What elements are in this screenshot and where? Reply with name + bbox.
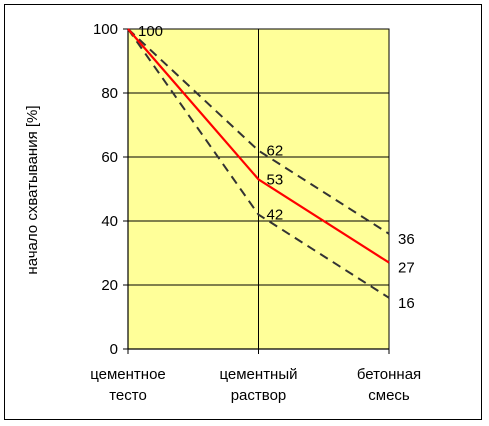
y-tick-label: 80 bbox=[101, 85, 118, 102]
y-tick-label: 100 bbox=[93, 21, 118, 38]
gridlines bbox=[128, 28, 389, 349]
data-label: 62 bbox=[267, 143, 284, 160]
y-axis-label: начало схватывания [%] bbox=[24, 105, 41, 274]
x-category-label: тесто bbox=[109, 387, 147, 404]
data-label: 16 bbox=[398, 295, 415, 312]
data-label: 42 bbox=[267, 207, 284, 224]
x-category-label: цементное bbox=[90, 366, 166, 383]
y-tick-label: 40 bbox=[101, 213, 118, 230]
y-tick-label: 0 bbox=[110, 341, 118, 358]
data-label: 27 bbox=[398, 260, 415, 277]
x-category-label: цементный bbox=[219, 366, 297, 383]
series-lines bbox=[127, 28, 390, 299]
x-category-label: раствор bbox=[231, 387, 287, 404]
data-label: 36 bbox=[398, 231, 415, 248]
series-line bbox=[127, 28, 390, 264]
x-category-labels: цементное тесто цементный раствор бетонная см… bbox=[90, 349, 421, 404]
x-category-label: смесь bbox=[368, 387, 410, 404]
data-label: 53 bbox=[267, 171, 284, 188]
data-label: 100 bbox=[138, 23, 163, 40]
series-line bbox=[127, 28, 390, 299]
y-tick-labels: 0 20 40 60 80 100 bbox=[93, 21, 128, 358]
y-tick-label: 60 bbox=[101, 149, 118, 166]
y-tick-label: 20 bbox=[101, 277, 118, 294]
x-category-label: бетонная bbox=[357, 366, 421, 383]
data-labels: 62 36 100 53 27 42 16 bbox=[138, 23, 415, 312]
